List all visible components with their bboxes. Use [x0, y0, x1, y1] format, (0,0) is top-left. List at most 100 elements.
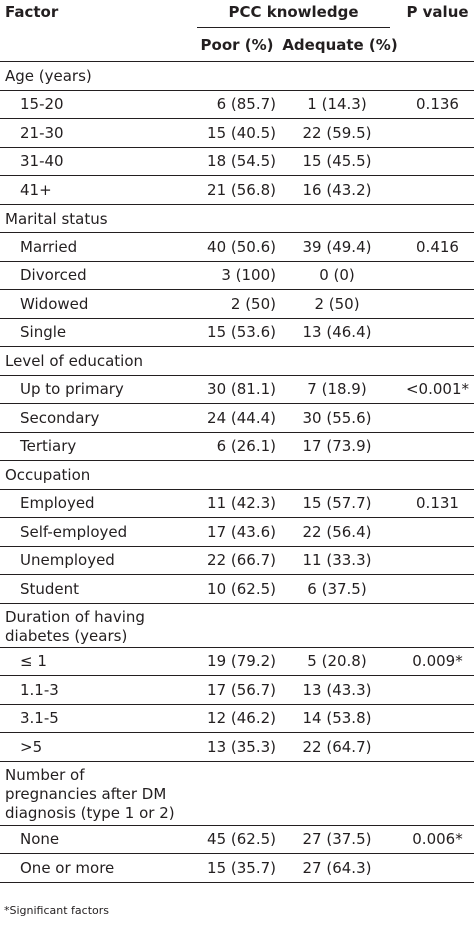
adequate-cell: 7 (18.9) — [307, 380, 367, 399]
group-label-line: diagnosis (type 1 or 2) — [5, 803, 175, 822]
row-name: Student — [20, 579, 80, 598]
adequate-cell: 6 (37.5) — [307, 579, 367, 598]
group-label-line: Number of — [5, 765, 85, 784]
table-row: ≤ 1 19 (79.2) 5 (20.8) 0.009* — [0, 648, 474, 676]
footnote: *Significant factors — [4, 904, 110, 917]
table-row: >5 13 (35.3) 22 (64.7) — [0, 733, 474, 762]
table-row: Married 40 (50.6) 39 (49.4) 0.416 — [0, 233, 474, 262]
p-value-cell — [401, 575, 474, 603]
group-label-line: Age (years) — [5, 67, 92, 85]
adequate-cell: 11 (33.3) — [302, 551, 372, 570]
poor-cell: 21 (56.8) — [207, 180, 276, 199]
poor-cell: 22 (66.7) — [207, 551, 276, 570]
group-header-row: Marital status — [0, 205, 474, 233]
group-label: Age (years) — [5, 67, 92, 86]
p-value-cell — [401, 854, 474, 882]
poor-header: Poor (%) — [200, 35, 274, 54]
poor-cell: 30 (81.1) — [207, 380, 276, 399]
adequate-cell: 2 (50) — [314, 294, 360, 313]
p-value-cell — [401, 676, 474, 704]
poor-cell: 2 (50) — [230, 294, 276, 313]
adequate-cell: 13 (46.4) — [302, 323, 372, 342]
adequate-cell: 15 (57.7) — [302, 494, 372, 513]
adequate-cell: 27 (64.3) — [302, 858, 372, 877]
group-label: Duration of having diabetes (years) — [5, 608, 145, 646]
row-name: Single — [20, 323, 67, 342]
row-name: Divorced — [20, 266, 87, 285]
row-name: One or more — [20, 858, 115, 877]
p-value-cell — [401, 119, 474, 147]
adequate-cell: 27 (37.5) — [302, 830, 372, 849]
row-name: Unemployed — [20, 551, 115, 570]
adequate-cell: 0 (0) — [319, 266, 355, 285]
table-row: None 45 (62.5) 27 (37.5) 0.006* — [0, 826, 474, 854]
group-label: Number of pregnancies after DM diagnosis (… — [5, 766, 175, 823]
poor-cell: 17 (56.7) — [207, 680, 276, 699]
adequate-cell: 14 (53.8) — [302, 709, 372, 728]
poor-cell: 15 (40.5) — [207, 123, 276, 142]
group-label-line: Marital status — [5, 209, 108, 228]
p-value-cell — [401, 705, 474, 733]
group-label: Level of education — [5, 352, 143, 371]
adequate-header: Adequate (%) — [282, 35, 398, 54]
table-row: Divorced 3 (100) 0 (0) — [0, 262, 474, 290]
row-name: Self-employed — [20, 522, 128, 541]
poor-cell: 13 (35.3) — [207, 737, 276, 756]
table-body: Age (years) 15-20 6 (85.7) 1 (14.3) 0.136 21-… — [0, 62, 474, 883]
p-value-cell — [401, 176, 474, 204]
table-row: Student 10 (62.5) 6 (37.5) — [0, 575, 474, 604]
p-value-cell — [401, 547, 474, 575]
group-label-line: Level of education — [5, 352, 144, 370]
group-label-line: diabetes (years) — [5, 626, 128, 645]
table-row: 15-20 6 (85.7) 1 (14.3) 0.136 — [0, 91, 474, 119]
poor-cell: 15 (53.6) — [207, 323, 276, 342]
poor-cell: 3 (100) — [221, 266, 276, 285]
adequate-cell: 16 (43.2) — [302, 180, 372, 199]
group-label-line: pregnancies after DM — [5, 784, 167, 803]
row-name: 21-30 — [20, 123, 64, 142]
poor-cell: 6 (26.1) — [216, 437, 276, 456]
group-header-row: Level of education — [0, 347, 474, 376]
adequate-cell: 1 (14.3) — [307, 95, 367, 114]
p-value-cell — [401, 148, 474, 176]
table-row: 31-40 18 (54.5) 15 (45.5) — [0, 148, 474, 176]
table-row: Unemployed 22 (66.7) 11 (33.3) — [0, 547, 474, 575]
p-value-cell — [401, 319, 474, 347]
p-value-cell: 0.416 — [416, 237, 459, 256]
table-row: 41+ 21 (56.8) 16 (43.2) — [0, 176, 474, 205]
table-row: 21-30 15 (40.5) 22 (59.5) — [0, 119, 474, 148]
p-value-cell: <0.001* — [405, 380, 469, 399]
table-row: Up to primary 30 (81.1) 7 (18.9) <0.001* — [0, 376, 474, 404]
row-name: >5 — [20, 737, 43, 756]
group-header-row: Occupation — [0, 461, 474, 490]
poor-cell: 15 (35.7) — [207, 858, 276, 877]
table-row: Self-employed 17 (43.6) 22 (56.4) — [0, 518, 474, 547]
table-row: 1.1-3 17 (56.7) 13 (43.3) — [0, 676, 474, 705]
poor-cell: 17 (43.6) — [207, 522, 276, 541]
adequate-cell: 17 (73.9) — [302, 437, 372, 456]
adequate-cell: 22 (59.5) — [302, 123, 372, 142]
row-name: 31-40 — [20, 152, 64, 171]
adequate-cell: 15 (45.5) — [302, 152, 372, 171]
poor-cell: 12 (46.2) — [207, 709, 276, 728]
row-name: Widowed — [20, 294, 89, 313]
poor-cell: 18 (54.5) — [207, 152, 276, 171]
group-label-line: Duration of having — [5, 607, 145, 626]
row-name: ≤ 1 — [20, 652, 47, 671]
pcc-header-rule — [197, 27, 390, 28]
group-label: Occupation — [5, 466, 90, 485]
row-name: 41+ — [20, 180, 52, 199]
group-header-row: Number of pregnancies after DM diagnosis (… — [0, 762, 474, 826]
poor-cell: 6 (85.7) — [216, 95, 276, 114]
p-value-cell: 0.006* — [412, 830, 463, 849]
p-value-cell: 0.136 — [416, 95, 459, 114]
table-row: Secondary 24 (44.4) 30 (55.6) — [0, 404, 474, 433]
poor-cell: 11 (42.3) — [207, 494, 276, 513]
header-row-1: Factor PCC knowledge P value — [0, 0, 474, 28]
poor-cell: 40 (50.6) — [207, 237, 276, 256]
p-value-cell — [401, 433, 474, 461]
p-value-cell — [401, 518, 474, 546]
p-value-cell: 0.009* — [412, 652, 463, 671]
row-name: Secondary — [20, 408, 100, 427]
poor-cell: 19 (79.2) — [207, 652, 276, 671]
